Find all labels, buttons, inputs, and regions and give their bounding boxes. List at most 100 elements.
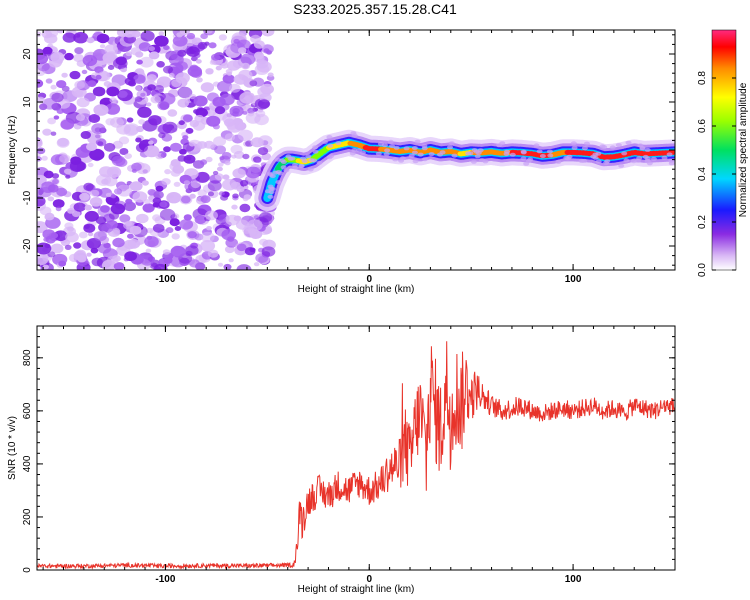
noise-blob <box>220 62 229 69</box>
noise-blob <box>101 178 109 185</box>
noise-blob <box>131 162 142 172</box>
noise-blob <box>140 255 155 266</box>
noise-blob <box>56 108 64 114</box>
ridge-halo <box>389 144 395 148</box>
ridge-halo <box>383 152 390 157</box>
colorbar-tick-label: 0.4 <box>697 167 708 181</box>
ridge-halo <box>349 151 356 156</box>
noise-blob <box>119 148 129 155</box>
noise-blob <box>42 49 52 57</box>
noise-blob <box>190 180 201 189</box>
noise-blob <box>134 96 143 102</box>
ridge-halo <box>578 159 585 163</box>
noise-blob <box>97 205 113 217</box>
noise-blob <box>146 227 154 234</box>
noise-blob <box>200 195 211 204</box>
noise-blob <box>183 214 192 221</box>
noise-blob <box>240 53 256 65</box>
ridge-halo <box>499 141 506 146</box>
noise-blob <box>113 188 123 195</box>
noise-blob <box>81 69 88 75</box>
noise-blob <box>42 98 58 110</box>
noise-blob <box>185 245 199 256</box>
spectrogram-x-label: Height of straight line (km) <box>298 284 415 295</box>
ridge-halo <box>403 146 410 151</box>
noise-blob <box>137 106 152 118</box>
noise-blob <box>229 105 244 117</box>
noise-blob <box>226 71 232 76</box>
noise-blob <box>142 203 155 213</box>
noise-blob <box>69 160 86 173</box>
noise-blob <box>263 48 270 53</box>
noise-blob <box>37 156 42 162</box>
noise-blob <box>224 133 236 142</box>
ridge-halo <box>646 161 653 166</box>
noise-blob <box>236 264 252 270</box>
noise-blob <box>37 138 43 146</box>
noise-blob <box>221 152 232 160</box>
noise-blob <box>136 59 143 65</box>
ridge-halo <box>595 159 602 164</box>
noise-blob <box>124 251 137 262</box>
noise-blob <box>207 191 215 197</box>
ridge-halo <box>384 148 391 153</box>
ridge-halo <box>650 156 657 161</box>
noise-blob <box>107 65 115 70</box>
noise-blob <box>157 101 170 111</box>
noise-blob <box>88 114 101 123</box>
ridge-halo <box>661 155 668 160</box>
noise-blob <box>254 63 270 75</box>
noise-blob <box>50 243 64 254</box>
ridge-halo <box>264 189 271 194</box>
noise-blob <box>209 60 216 65</box>
noise-blob <box>148 195 154 200</box>
noise-blob <box>144 236 159 248</box>
ridge-halo <box>335 141 342 146</box>
ridge-halo <box>533 143 540 148</box>
ridge-halo <box>644 156 651 161</box>
noise-blob <box>232 193 239 199</box>
ridge-halo <box>411 150 418 155</box>
ridge-halo <box>387 139 394 144</box>
noise-blob <box>154 85 164 93</box>
ridge-halo <box>571 145 578 150</box>
ridge-halo <box>470 159 477 164</box>
noise-blob <box>152 223 165 233</box>
noise-blob <box>106 86 120 97</box>
noise-blob <box>64 244 72 250</box>
noise-blob <box>220 194 229 201</box>
noise-blob <box>213 136 227 147</box>
noise-blob <box>221 229 236 241</box>
snr-x-label: Height of straight line (km) <box>298 584 415 595</box>
ridge-halo <box>625 140 632 145</box>
noise-blob <box>225 214 240 226</box>
noise-blob <box>136 213 149 224</box>
figure-title: S233.2025.357.15.28.C41 <box>293 1 457 17</box>
noise-blob <box>56 80 67 89</box>
noise-blob <box>207 180 222 192</box>
noise-blob <box>91 257 103 267</box>
noise-blob <box>241 62 250 70</box>
noise-blob <box>76 97 90 108</box>
ridge-halo <box>280 165 287 170</box>
noise-blob <box>188 141 196 147</box>
noise-blob <box>89 148 105 161</box>
ridge-halo <box>447 145 453 150</box>
noise-blob <box>106 166 122 178</box>
ridge-halo <box>375 151 382 156</box>
ridge-halo <box>592 152 599 157</box>
ridge-halo <box>305 154 312 159</box>
noise-blob <box>223 118 235 127</box>
noise-blob <box>75 113 86 121</box>
noise-blob <box>86 252 92 257</box>
noise-blob <box>44 212 55 221</box>
noise-blob <box>117 90 128 98</box>
noise-blob <box>222 178 237 191</box>
colorbar-tick-label: 0.6 <box>697 119 708 133</box>
ridge-halo <box>618 163 625 168</box>
noise-blob <box>37 254 49 266</box>
noise-blob <box>43 170 54 179</box>
ridge-halo <box>421 146 428 151</box>
ridge-halo <box>377 141 384 146</box>
noise-blob <box>189 93 197 100</box>
